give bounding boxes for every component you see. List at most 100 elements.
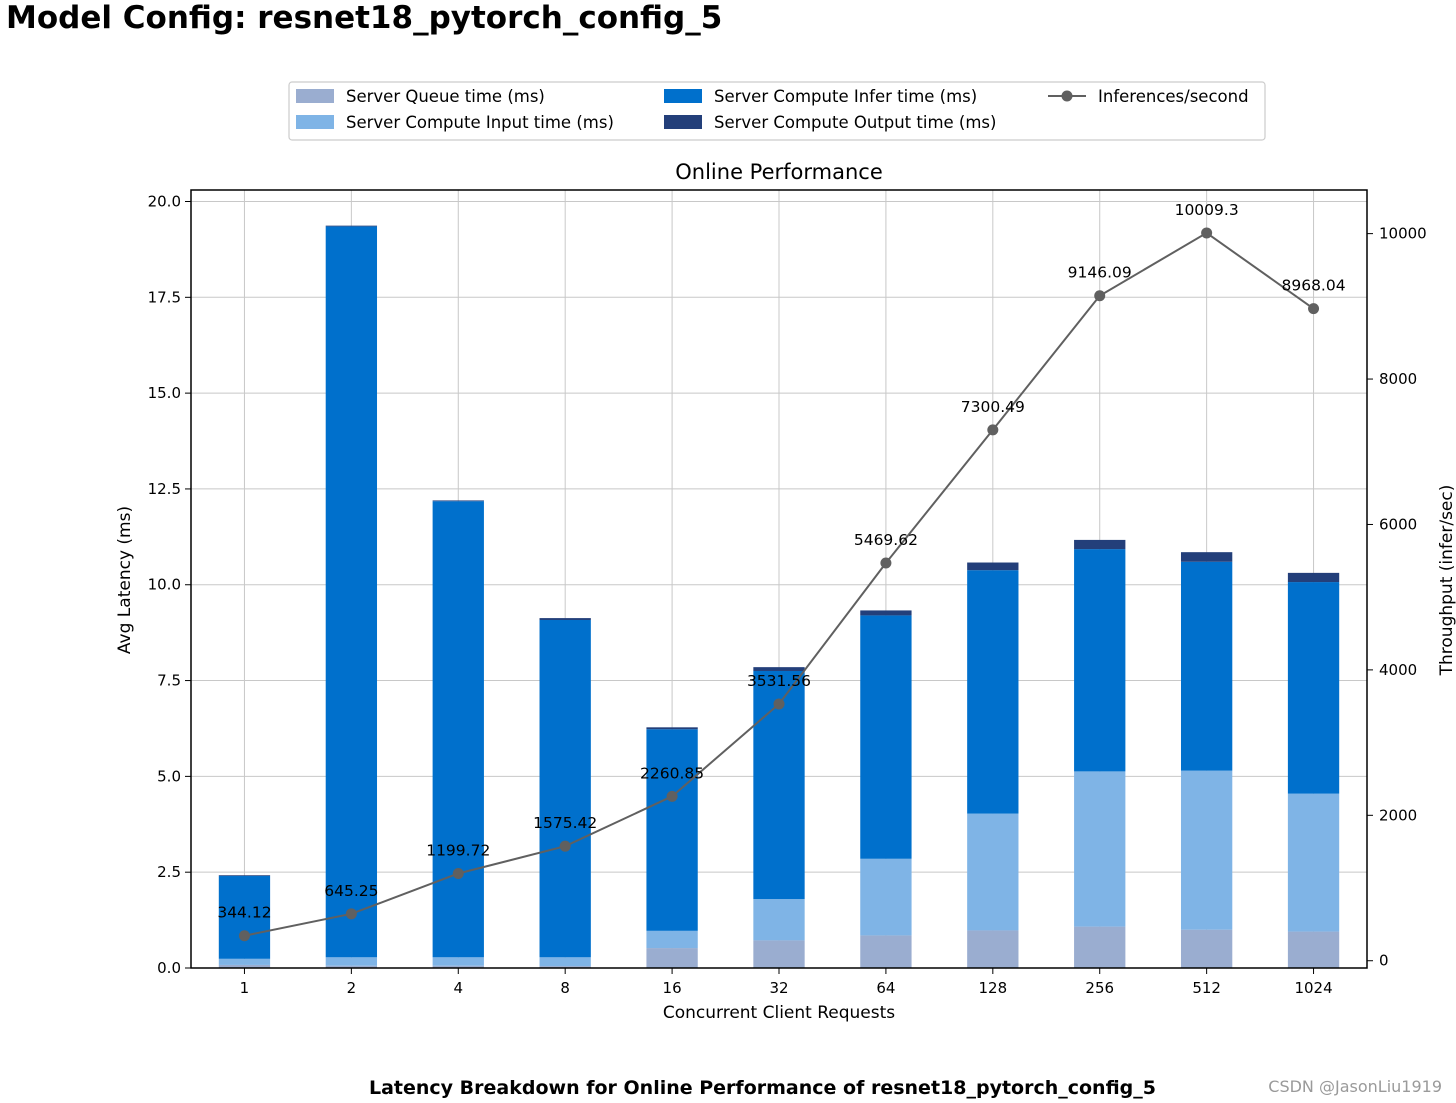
legend-label: Server Compute Input time (ms): [346, 113, 614, 132]
watermark: CSDN @JasonLiu1919: [1268, 1077, 1442, 1096]
bar-queue-segment: [325, 965, 378, 968]
chart-title: Online Performance: [675, 160, 883, 184]
throughput-data-label: 9146.09: [1068, 264, 1132, 282]
bar-output-segment: [646, 727, 698, 730]
throughput-data-label: 10009.3: [1175, 201, 1239, 219]
throughput-data-label: 8968.04: [1281, 277, 1345, 295]
bar-output-segment: [432, 500, 484, 502]
x-tick-label: 16: [663, 979, 682, 997]
bar-input-segment: [325, 957, 378, 966]
throughput-data-label: 1199.72: [426, 841, 490, 859]
legend-label: Inferences/second: [1098, 87, 1249, 106]
bar-queue-segment: [432, 965, 484, 968]
throughput-data-label: 3531.56: [747, 672, 811, 690]
y-tick-label: 7.5: [157, 672, 181, 690]
bar-output-segment: [218, 875, 271, 877]
x-tick-label: 256: [1085, 979, 1114, 997]
bar-output-segment: [1074, 539, 1126, 550]
legend-box: [288, 81, 1266, 141]
y-axis-label: Avg Latency (ms): [115, 506, 135, 654]
x-tick-label: 32: [769, 979, 788, 997]
bar-queue-segment: [1287, 931, 1340, 968]
bar-input-segment: [860, 858, 912, 936]
y-tick-label: 17.5: [148, 288, 181, 306]
legend-swatch: [664, 89, 702, 103]
bar-input-segment: [1074, 771, 1126, 927]
bar-queue-segment: [1074, 926, 1126, 968]
throughput-point: [880, 557, 892, 569]
bar-queue-segment: [967, 930, 1019, 968]
bar-infer-segment: [646, 729, 698, 931]
bar-output-segment: [539, 618, 591, 621]
bar-input-segment: [753, 899, 805, 941]
y2-tick-label: 6000: [1379, 515, 1417, 533]
throughput-point: [345, 908, 357, 920]
x-tick-label: 2: [347, 979, 357, 997]
throughput-point: [1094, 290, 1106, 302]
bar-input-segment: [646, 930, 698, 949]
bar-infer-segment: [325, 226, 378, 958]
bar-queue-segment: [860, 935, 912, 968]
throughput-point: [1201, 227, 1213, 239]
throughput-data-label: 2260.85: [640, 764, 704, 782]
bar-infer-segment: [218, 876, 271, 959]
x-tick-label: 8: [560, 979, 570, 997]
legend-label: Server Queue time (ms): [346, 87, 545, 106]
axes: 1 2 4 8 16 32 64 128 256 512 1024 0.0 2.5 5.0 7.5 10.0 1…: [148, 192, 1427, 997]
y-tick-label: 15.0: [148, 384, 181, 402]
bar-queue-segment: [1180, 929, 1233, 968]
bar-infer-segment: [1180, 561, 1233, 771]
throughput-data-label: 1575.42: [533, 814, 597, 832]
y-tick-label: 2.5: [157, 863, 181, 881]
legend: Server Queue time (ms) Server Compute Inp…: [288, 81, 1266, 141]
throughput-point: [559, 840, 571, 852]
bar-infer-segment: [1074, 549, 1126, 772]
x-axis-label: Concurrent Client Requests: [663, 1003, 895, 1023]
y2-tick-label: 4000: [1379, 661, 1417, 679]
y2-tick-label: 0: [1379, 952, 1389, 970]
data-labels: 344.12 645.25 1199.72 1575.42 2260.85 3531.56…: [217, 201, 1345, 922]
y2-tick-label: 8000: [1379, 370, 1417, 388]
bar-input-segment: [967, 813, 1019, 931]
throughput-data-label: 645.25: [324, 882, 378, 900]
x-tick-label: 128: [978, 979, 1007, 997]
legend-label: Server Compute Infer time (ms): [714, 87, 977, 106]
bar-input-segment: [1287, 793, 1340, 932]
y-tick-label: 0.0: [157, 959, 181, 977]
throughput-point: [773, 698, 785, 710]
throughput-line: [238, 227, 1320, 942]
bar-output-segment: [325, 225, 378, 227]
bar-queue-segment: [646, 948, 698, 968]
x-tick-label: 1: [240, 979, 250, 997]
bar-infer-segment: [432, 501, 484, 958]
figure-caption: Latency Breakdown for Online Performance…: [368, 1077, 1156, 1099]
legend-swatch: [296, 115, 334, 129]
x-tick-label: 512: [1192, 979, 1221, 997]
bar-output-segment: [753, 667, 805, 671]
bar-output-segment: [1180, 552, 1233, 562]
bar-queue-segment: [218, 964, 271, 968]
y2-axis-label: Throughput (infer/sec): [1437, 485, 1456, 677]
bar-input-segment: [432, 957, 484, 966]
legend-line-marker: [1061, 90, 1073, 102]
bar-infer-segment: [539, 620, 591, 958]
bar-output-segment: [860, 610, 912, 616]
legend-swatch: [664, 115, 702, 129]
throughput-data-label: 344.12: [217, 904, 271, 922]
x-tick-label: 4: [453, 979, 463, 997]
x-tick-label: 1024: [1294, 979, 1332, 997]
bar-input-segment: [539, 957, 591, 967]
legend-label: Server Compute Output time (ms): [714, 113, 996, 132]
throughput-point: [238, 930, 250, 942]
y-tick-label: 20.0: [148, 192, 181, 210]
throughput-point: [666, 790, 678, 802]
bar-queue-segment: [753, 940, 805, 968]
y2-tick-label: 2000: [1379, 806, 1417, 824]
bar-output-segment: [1287, 572, 1340, 583]
throughput-point: [987, 424, 999, 436]
y-tick-label: 12.5: [148, 480, 181, 498]
throughput-point: [452, 867, 464, 879]
bar-queue-segment: [539, 966, 591, 968]
page-title: Model Config: resnet18_pytorch_config_5: [6, 0, 723, 36]
